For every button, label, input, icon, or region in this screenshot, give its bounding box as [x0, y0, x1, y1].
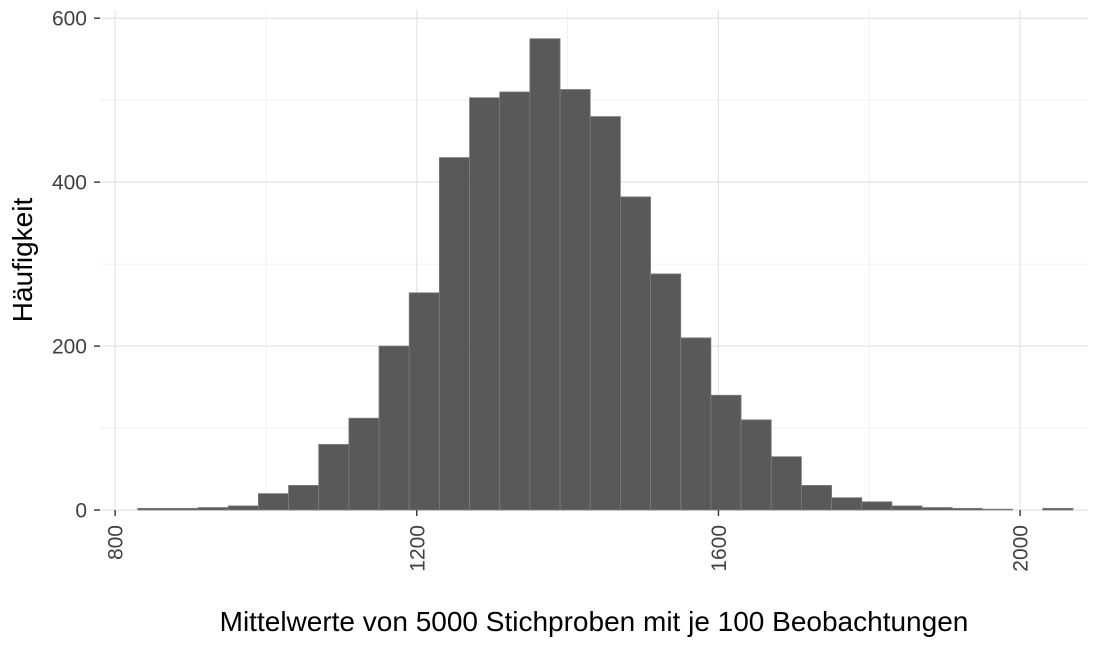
- histogram-bar: [167, 507, 199, 511]
- histogram-bar: [589, 116, 621, 511]
- histogram-bar: [137, 507, 169, 511]
- histogram-bar: [619, 196, 651, 511]
- x-tick-label: 1200: [406, 525, 429, 572]
- histogram-bar: [891, 505, 923, 511]
- histogram-bar: [288, 485, 320, 511]
- histogram-bar: [921, 507, 953, 511]
- x-axis-title: Mittelwerte von 5000 Stichproben mit je …: [220, 606, 969, 637]
- y-axis-title: Häufigkeit: [7, 198, 38, 323]
- histogram-bar: [438, 157, 470, 511]
- histogram-bar: [801, 485, 832, 511]
- histogram-bar: [408, 292, 440, 511]
- histogram-bar: [469, 97, 501, 511]
- y-tick-label: 400: [52, 172, 87, 195]
- x-tick-label: 800: [105, 525, 128, 560]
- histogram-bar: [197, 507, 229, 511]
- histogram-bar: [1042, 507, 1074, 511]
- histogram-bar: [227, 505, 259, 511]
- histogram-bar: [529, 38, 561, 511]
- histogram-bar: [348, 417, 380, 511]
- histogram-bar: [710, 394, 742, 511]
- y-tick-label: 600: [52, 8, 87, 31]
- histogram-bar: [740, 419, 772, 511]
- histogram-bar: [861, 501, 893, 511]
- histogram-bar: [650, 273, 682, 511]
- y-tick-label: 0: [75, 500, 87, 523]
- histogram-bar: [951, 507, 983, 511]
- x-tick-label: 2000: [1010, 525, 1033, 572]
- histogram-bar: [559, 89, 591, 511]
- histogram-bar: [982, 508, 1013, 511]
- x-tick-label: 1600: [708, 525, 731, 572]
- histogram-bar: [318, 444, 350, 511]
- y-tick-label: 200: [52, 336, 87, 359]
- histogram-bar: [378, 345, 410, 511]
- histogram-bar: [257, 493, 289, 511]
- histogram-bar: [680, 337, 712, 511]
- histogram-bar: [770, 456, 802, 511]
- histogram-bar: [499, 91, 531, 511]
- histogram-bar: [831, 497, 863, 511]
